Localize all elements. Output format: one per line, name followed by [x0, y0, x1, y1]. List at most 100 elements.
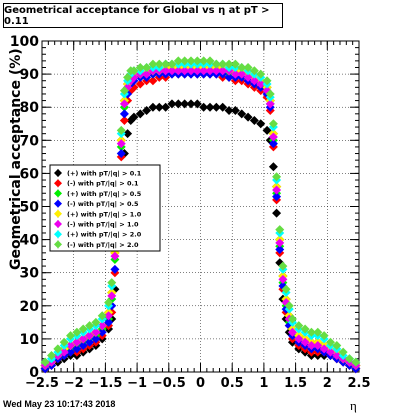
- data-point: [119, 86, 129, 96]
- data-point: [173, 66, 183, 76]
- data-point: [256, 79, 266, 89]
- data-point: [218, 102, 228, 112]
- data-point: [265, 99, 275, 109]
- data-point: [199, 66, 209, 76]
- data-point: [173, 99, 183, 109]
- data-point: [142, 106, 152, 116]
- data-point: [192, 66, 202, 76]
- data-point: [268, 119, 278, 129]
- data-point: [148, 59, 158, 69]
- data-point: [104, 311, 114, 321]
- data-point: [278, 261, 288, 271]
- data-point: [66, 347, 76, 357]
- data-point: [78, 341, 88, 351]
- data-point: [332, 341, 342, 351]
- data-point: [123, 129, 133, 139]
- data-point: [237, 62, 247, 72]
- data-point: [325, 347, 335, 357]
- data-point: [205, 56, 215, 66]
- y-tick-label: 40: [20, 233, 40, 249]
- data-point: [104, 317, 114, 327]
- legend: (+) with pT/|q| > 0.1(-) with pT/|q| > 0…: [49, 164, 161, 252]
- data-point: [66, 341, 76, 351]
- legend-label: (-) with pT/|q| > 2.0: [67, 241, 139, 250]
- x-tick-label: 0.5: [221, 376, 244, 391]
- data-point: [180, 66, 190, 76]
- data-point: [186, 56, 196, 66]
- data-point: [218, 66, 228, 76]
- legend-marker: [54, 179, 62, 188]
- data-point: [119, 99, 129, 109]
- data-point: [97, 321, 107, 331]
- data-point: [186, 66, 196, 76]
- data-point: [199, 56, 209, 66]
- data-point: [192, 99, 202, 109]
- data-point: [142, 69, 152, 79]
- data-point: [272, 192, 282, 202]
- data-point: [218, 59, 228, 69]
- data-point: [294, 334, 304, 344]
- data-point: [135, 109, 145, 119]
- data-point: [319, 331, 329, 341]
- data-point: [249, 115, 259, 125]
- data-point: [186, 99, 196, 109]
- y-tick-label: 100: [10, 34, 39, 50]
- data-point: [53, 344, 63, 354]
- data-point: [78, 334, 88, 344]
- data-point: [40, 357, 50, 367]
- y-tick-label: 50: [20, 200, 40, 216]
- data-point: [272, 172, 282, 182]
- data-point: [325, 337, 335, 347]
- data-point: [123, 72, 133, 82]
- data-point: [256, 69, 266, 79]
- data-point: [278, 274, 288, 284]
- legend-marker: [54, 230, 62, 239]
- legend-marker: [54, 240, 62, 249]
- data-point: [78, 324, 88, 334]
- legend-label: (-) with pT/|q| > 0.1: [67, 180, 139, 189]
- data-point: [351, 357, 361, 367]
- data-point: [116, 149, 126, 159]
- tick-labels: −2.5 −2 −1.5 −1 −0.5 0 0.5 1 1.5 2 2.5 0 10 20 30 40 50 6…: [10, 34, 371, 391]
- data-point: [268, 162, 278, 172]
- data-point: [161, 66, 171, 76]
- data-point: [275, 245, 285, 255]
- data-point: [344, 354, 354, 364]
- data-point: [224, 59, 234, 69]
- x-tick-label: −0.5: [152, 376, 186, 391]
- x-tick-label: 1: [259, 376, 268, 391]
- data-point: [161, 102, 171, 112]
- data-point: [173, 56, 183, 66]
- x-axis-label: η: [350, 398, 357, 413]
- data-point: [262, 125, 272, 135]
- data-point: [230, 69, 240, 79]
- y-tick-label: 60: [20, 166, 40, 182]
- data-point: [272, 185, 282, 195]
- data-point: [161, 59, 171, 69]
- data-point: [180, 56, 190, 66]
- data-point: [66, 331, 76, 341]
- data-point: [224, 106, 234, 116]
- data-point: [300, 337, 310, 347]
- series-0: [40, 99, 361, 374]
- legend-label: (+) with pT/|q| > 1.0: [67, 210, 142, 219]
- footer-date: Wed May 23 10:17:43 2018: [3, 399, 116, 409]
- series-7: [40, 56, 361, 367]
- data-point: [167, 59, 177, 69]
- data-point: [110, 251, 120, 261]
- data-point: [272, 208, 282, 218]
- data-point: [268, 139, 278, 149]
- y-tick-label: 20: [20, 299, 40, 315]
- x-tick-label: −2: [64, 376, 84, 391]
- x-tick-label: 1.5: [284, 376, 307, 391]
- data-point: [319, 344, 329, 354]
- x-tick-label: 0: [196, 376, 205, 391]
- data-point: [268, 132, 278, 142]
- y-tick-label: 90: [20, 67, 40, 83]
- data-point: [167, 66, 177, 76]
- legend-marker: [54, 189, 62, 198]
- data-point: [211, 66, 221, 76]
- data-point: [249, 76, 259, 86]
- data-point: [275, 238, 285, 248]
